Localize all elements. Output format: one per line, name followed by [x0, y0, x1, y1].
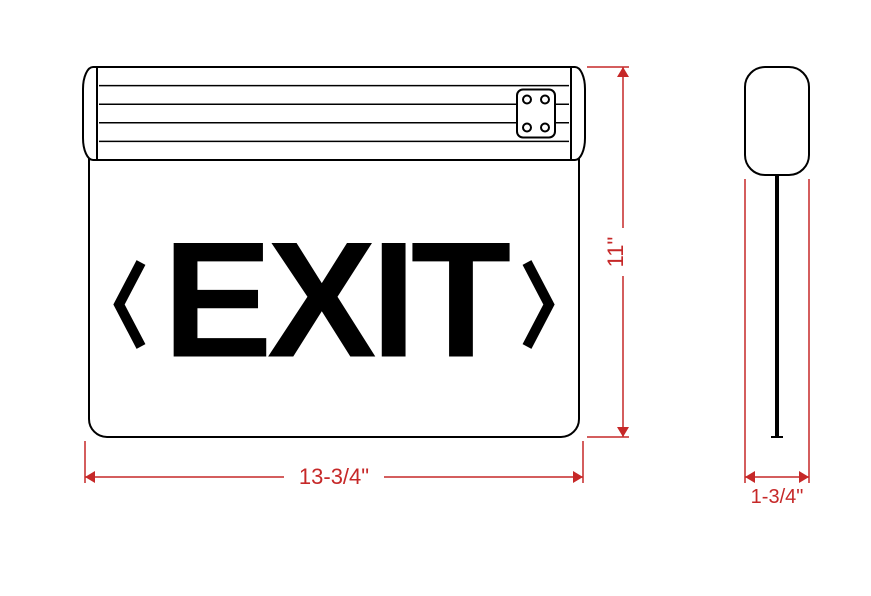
- side-housing: [745, 67, 809, 175]
- dimension-width-label: 13-3/4": [299, 464, 369, 489]
- dimension-arrowhead-icon: [573, 471, 583, 483]
- exit-text: EXIT: [163, 208, 511, 392]
- dimension-depth-label: 1-3/4": [751, 486, 804, 508]
- front-view: EXIT: [83, 67, 585, 437]
- dimension-arrowhead-icon: [85, 471, 95, 483]
- dimension-arrowhead-icon: [617, 67, 629, 77]
- dimension-arrowhead-icon: [799, 471, 809, 483]
- mounting-plate: [517, 90, 555, 138]
- dimension-height-label: 11": [603, 237, 628, 268]
- dimension-arrowhead-icon: [745, 471, 755, 483]
- side-view: [745, 67, 809, 437]
- dimension-arrowhead-icon: [617, 427, 629, 437]
- housing-body: [97, 67, 571, 160]
